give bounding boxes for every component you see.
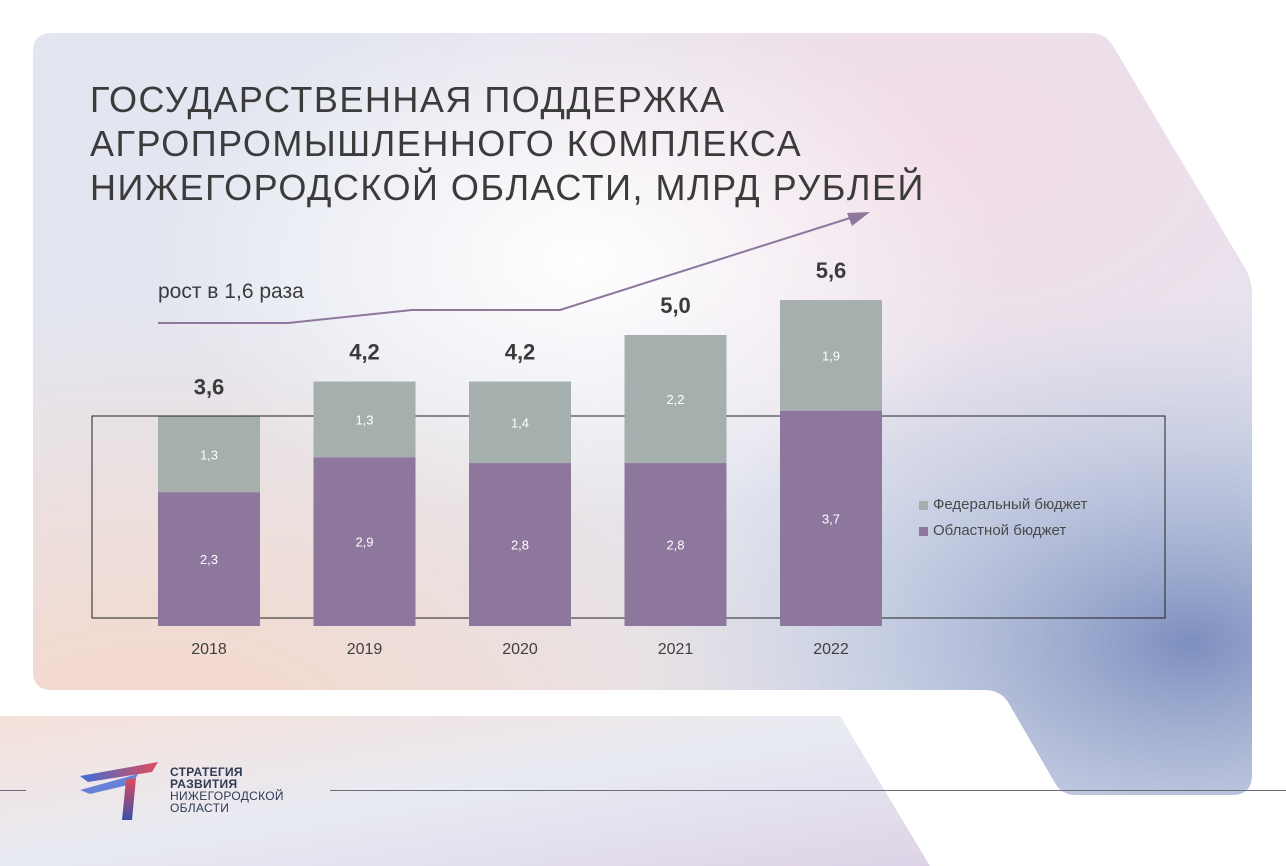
chart-legend: Федеральный бюджет Областной бюджет xyxy=(919,492,1087,544)
title-line-3: НИЖЕГОРОДСКОЙ ОБЛАСТИ, МЛРД РУБЛЕЙ xyxy=(90,167,925,208)
x-tick-label-2020: 2020 xyxy=(502,641,538,658)
data-label-regional-2019: 2,9 xyxy=(355,535,373,550)
x-tick-label-2021: 2021 xyxy=(658,641,694,658)
data-label-regional-2020: 2,8 xyxy=(511,538,529,553)
data-label-federal-2020: 1,4 xyxy=(511,415,529,430)
total-label-2020: 4,2 xyxy=(505,340,536,365)
data-label-regional-2018: 2,3 xyxy=(200,552,218,567)
legend-item-federal: Федеральный бюджет xyxy=(919,492,1087,518)
growth-arrow xyxy=(158,212,870,324)
strategy-logo-icon xyxy=(80,762,158,820)
logo-line-1: СТРАТЕГИЯ xyxy=(170,765,243,779)
bar-regional-2022 xyxy=(780,410,882,626)
logo-line-2: РАЗВИТИЯ xyxy=(170,777,238,791)
bar-federal-2022 xyxy=(780,300,882,411)
data-label-federal-2019: 1,3 xyxy=(355,412,373,427)
data-label-regional-2021: 2,8 xyxy=(666,538,684,553)
x-tick-label-2019: 2019 xyxy=(347,641,383,658)
bar-regional-2018 xyxy=(158,492,260,626)
bars-layer: 2,3 1,3 3,6 2018 2,9 1,3 4,2 2019 2,8 1,4 4,2 2020 2… xyxy=(158,258,882,658)
footer-divider-left xyxy=(0,790,26,791)
growth-arrow-line xyxy=(158,217,851,324)
data-label-federal-2018: 1,3 xyxy=(200,447,218,462)
growth-arrow-head-icon xyxy=(847,212,870,226)
bar-federal-2019 xyxy=(313,381,416,458)
legend-swatch-federal xyxy=(919,500,928,510)
total-label-2022: 5,6 xyxy=(816,258,847,283)
logo-text: СТРАТЕГИЯ РАЗВИТИЯ НИЖЕГОРОДСКОЙ ОБЛАСТИ xyxy=(170,766,284,814)
title-line-2: АГРОПРОМЫШЛЕННОГО КОМПЛЕКСА xyxy=(90,123,803,164)
bar-federal-2018 xyxy=(158,416,260,493)
logo-line-4: ОБЛАСТИ xyxy=(170,801,230,815)
bar-regional-2021 xyxy=(624,463,727,626)
legend-label-federal: Федеральный бюджет xyxy=(933,496,1088,513)
growth-label: рост в 1,6 раза xyxy=(158,280,304,303)
title-line-1: ГОСУДАРСТВЕННАЯ ПОДДЕРЖКА xyxy=(90,79,726,120)
x-tick-label-2022: 2022 xyxy=(813,641,849,658)
legend-label-regional: Областной бюджет xyxy=(933,522,1067,539)
total-label-2021: 5,0 xyxy=(660,293,691,318)
bar-regional-2020 xyxy=(469,463,571,626)
bar-federal-2021 xyxy=(624,335,727,464)
bar-federal-2020 xyxy=(469,381,571,464)
legend-item-regional: Областной бюджет xyxy=(919,518,1087,544)
x-tick-label-2018: 2018 xyxy=(191,641,227,658)
bar-regional-2019 xyxy=(313,457,416,626)
data-label-federal-2021: 2,2 xyxy=(666,392,684,407)
footer-divider-right xyxy=(330,790,1286,791)
total-label-2019: 4,2 xyxy=(349,340,380,365)
logo-line-3: НИЖЕГОРОДСКОЙ xyxy=(170,789,284,803)
data-label-regional-2022: 3,7 xyxy=(822,511,840,526)
data-label-federal-2022: 1,9 xyxy=(822,348,840,363)
chart-title: ГОСУДАРСТВЕННАЯ ПОДДЕРЖКА АГРОПРОМЫШЛЕНН… xyxy=(90,78,1040,210)
total-label-2018: 3,6 xyxy=(194,374,225,399)
legend-swatch-regional xyxy=(919,526,928,536)
